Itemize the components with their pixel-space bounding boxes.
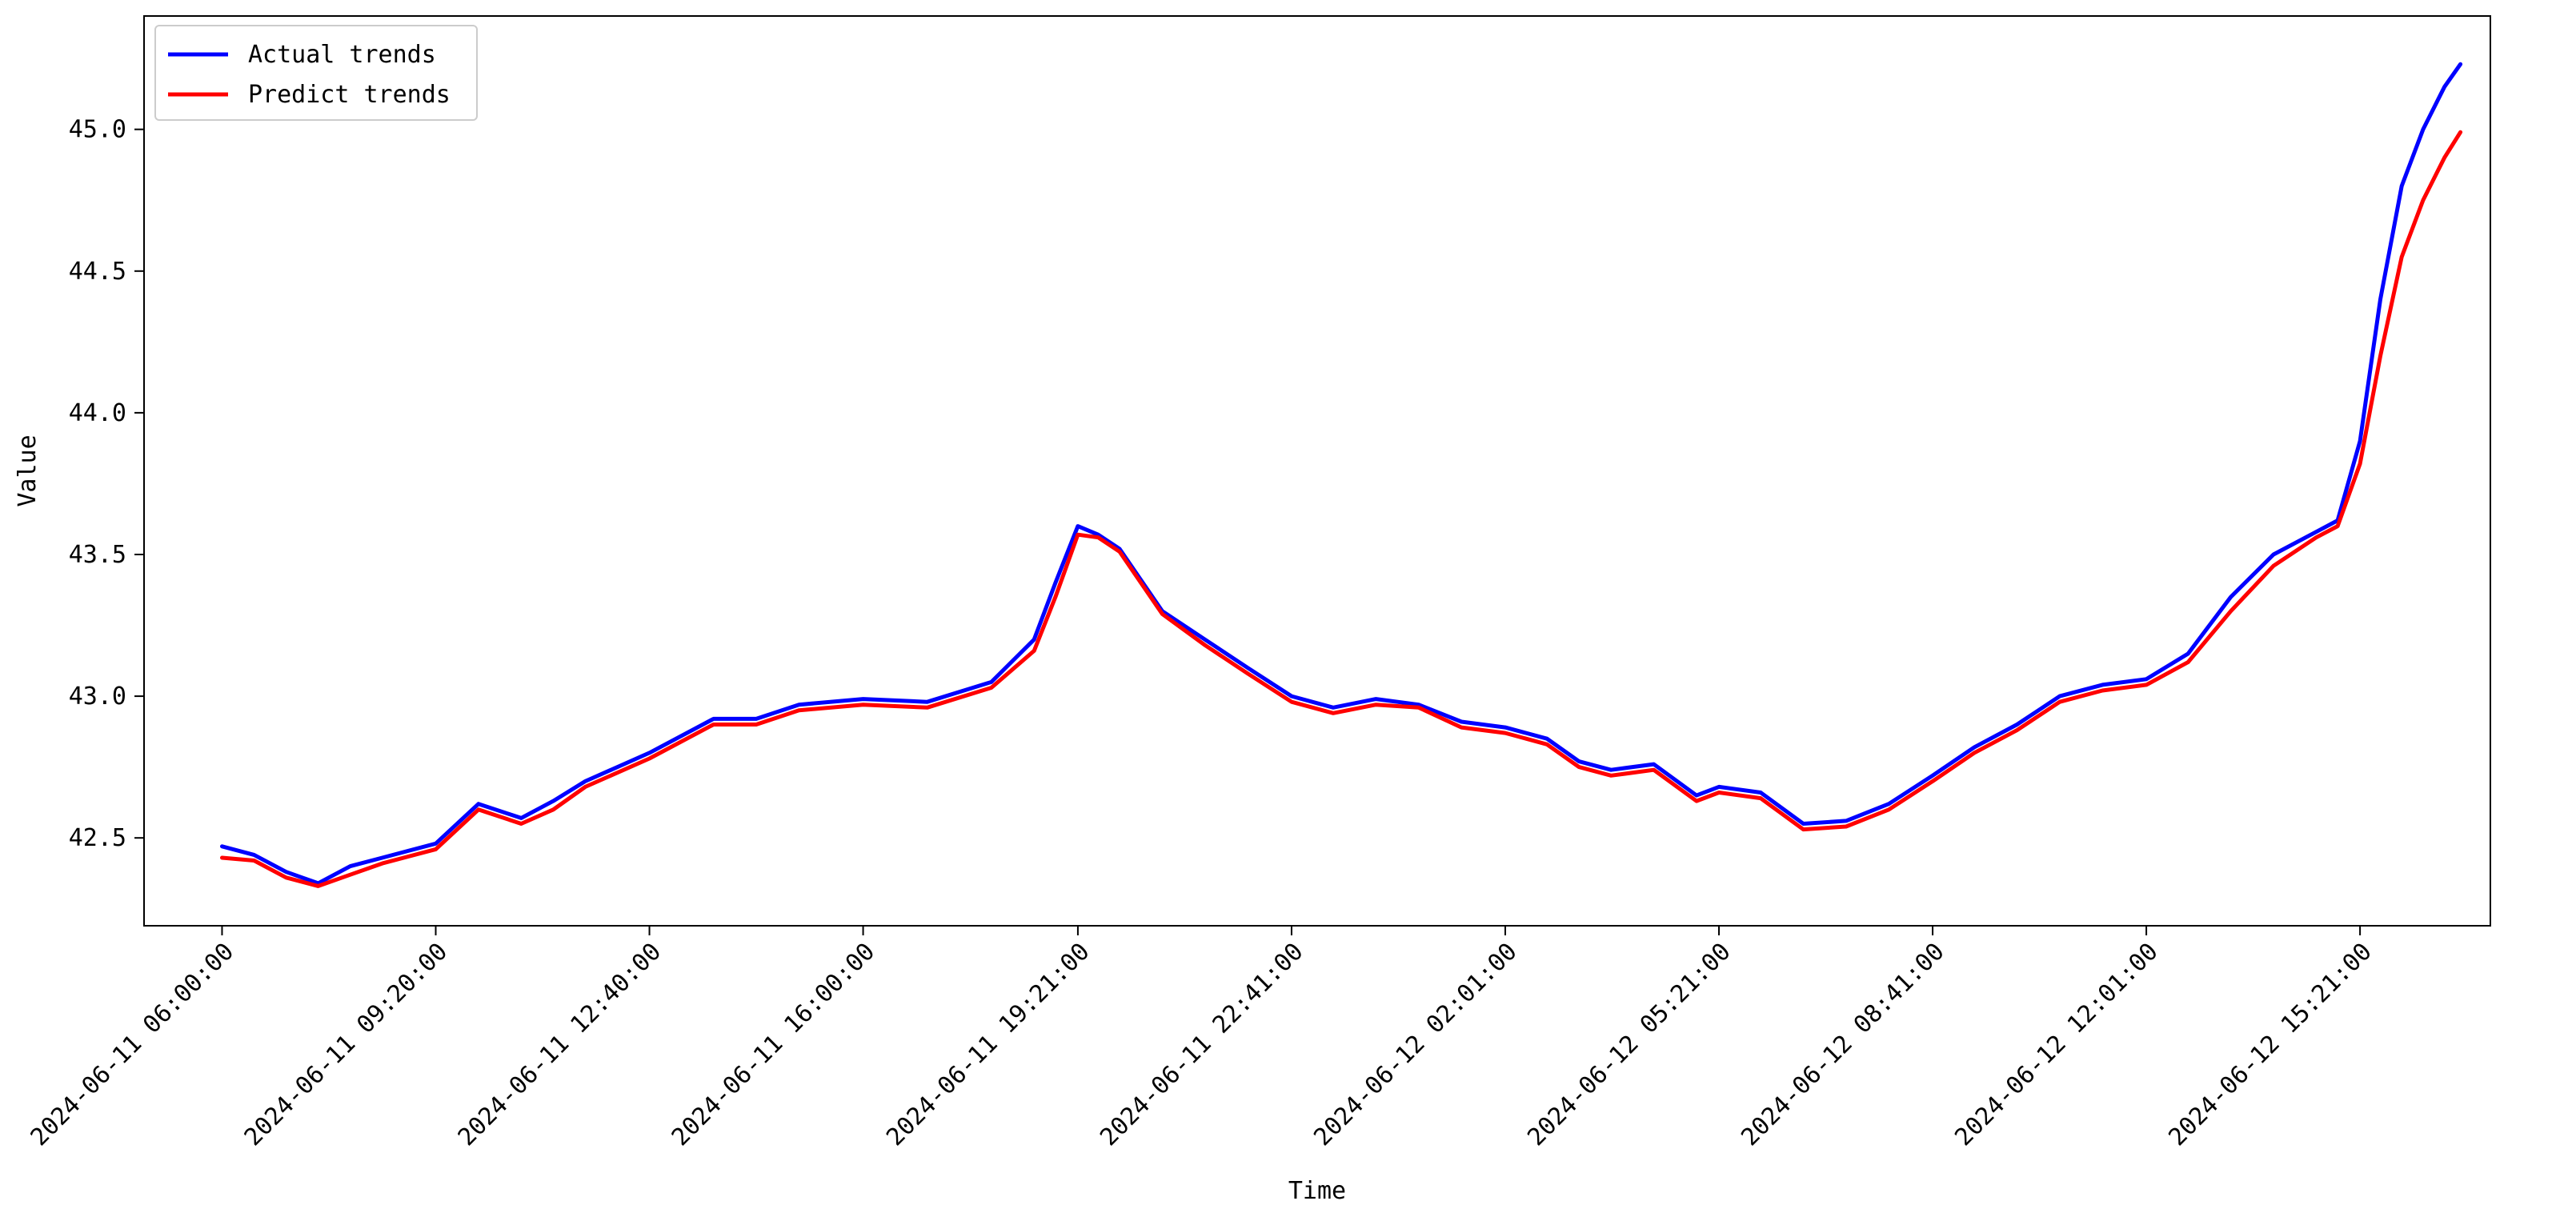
series-line-actual [220,62,2463,886]
plot-area [143,15,2491,927]
legend: Actual trends Predict trends [154,25,478,121]
y-tick-label: 43.5 [69,541,126,569]
y-tick-label: 42.5 [69,824,126,852]
y-tick-label: 44.5 [69,258,126,286]
legend-label-predict: Predict trends [248,81,451,109]
legend-label-actual: Actual trends [248,41,436,69]
x-axis-title: Time [1288,1177,1346,1205]
y-tick-label: 44.0 [69,399,126,427]
legend-box [154,25,478,121]
y-axis-title: Value [14,434,42,506]
y-tick-label: 43.0 [69,683,126,711]
y-tick-label: 45.0 [69,116,126,144]
y-axis: 42.5 43.0 43.5 44.0 44.5 45.0 [69,116,144,852]
series-layer [220,62,2463,888]
series-line-predict [220,130,2463,888]
